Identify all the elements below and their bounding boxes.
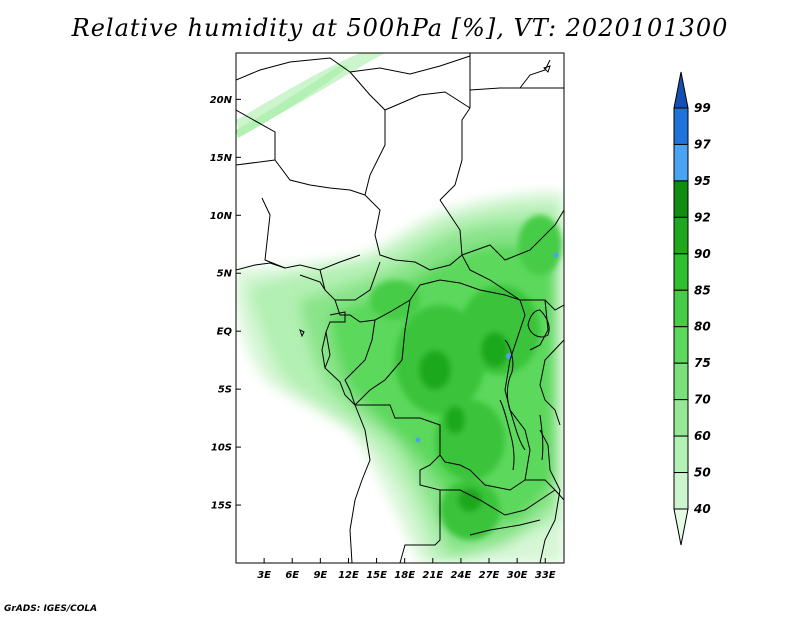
lat-tick-label: 5N — [217, 269, 233, 280]
colorbar-level-label: 40 — [693, 502, 711, 516]
colorbar-level-label: 85 — [694, 283, 711, 297]
colorbar-swatch — [673, 143, 689, 182]
lat-tick-label: 20N — [210, 95, 233, 106]
humidity-field — [236, 53, 564, 563]
colorbar-level-label: 92 — [694, 210, 711, 224]
lon-tick-label: 18E — [394, 570, 415, 581]
lon-tick-label: 27E — [479, 570, 500, 581]
page-title: Relative humidity at 500hPa [%], VT: 202… — [71, 14, 729, 42]
lon-tick-label: 30E — [507, 570, 528, 581]
lon-tick-label: 33E — [535, 570, 556, 581]
latitude-ticks: 20N 15N 10N 5N EQ 5S 10S 15S — [210, 95, 241, 512]
lon-tick-label: 9E — [313, 570, 327, 581]
colorbar-bottom-arrow — [673, 508, 689, 546]
lon-tick-label: 15E — [366, 570, 387, 581]
colorbar-swatch — [673, 180, 689, 218]
colorbar-level-label: 99 — [694, 101, 711, 115]
lat-tick-label: 10S — [211, 443, 232, 454]
colorbar-level-label: 80 — [694, 320, 711, 334]
colorbar-swatch — [673, 362, 689, 401]
colorbar-level-label: 95 — [694, 174, 711, 188]
map-frame — [235, 52, 565, 564]
colorbar-level-label: 50 — [694, 466, 711, 480]
lon-tick-label: 24E — [451, 570, 472, 581]
colorbar-level-label: 97 — [694, 137, 711, 151]
colorbar-swatch — [673, 289, 689, 328]
colorbar-level-label: 90 — [694, 247, 711, 261]
lon-tick-label: 6E — [285, 570, 299, 581]
lon-tick-label: 12E — [338, 570, 359, 581]
colorbar-swatch — [673, 472, 689, 510]
lat-tick-label: EQ — [217, 327, 233, 338]
credit-label: GrADS: IGES/COLA — [4, 604, 98, 614]
colorbar-swatch — [673, 326, 689, 364]
colorbar-level-label: 75 — [694, 356, 711, 370]
colorbar-swatch — [673, 399, 689, 437]
colorbar-swatch — [673, 253, 689, 291]
colorbar-swatch — [673, 216, 689, 255]
colorbar-swatch — [673, 435, 689, 474]
lon-tick-label: 21E — [422, 570, 443, 581]
lat-tick-label: 15N — [210, 153, 233, 164]
colorbar: 40 50 60 70 75 80 85 90 92 95 97 99 — [673, 71, 711, 546]
colorbar-swatch — [673, 107, 689, 145]
country-borders — [236, 53, 564, 563]
lon-tick-label: 3E — [257, 570, 271, 581]
lat-tick-label: 10N — [210, 211, 233, 222]
longitude-ticks: 3E 6E 9E 12E 15E 18E 21E 24E 27E 30E 33E — [257, 558, 556, 581]
lat-tick-label: 5S — [218, 385, 232, 396]
lat-tick-label: 15S — [211, 501, 232, 512]
colorbar-level-label: 70 — [694, 393, 711, 407]
colorbar-level-label: 60 — [694, 429, 711, 443]
colorbar-top-arrow — [673, 71, 689, 109]
map-area — [236, 53, 564, 563]
